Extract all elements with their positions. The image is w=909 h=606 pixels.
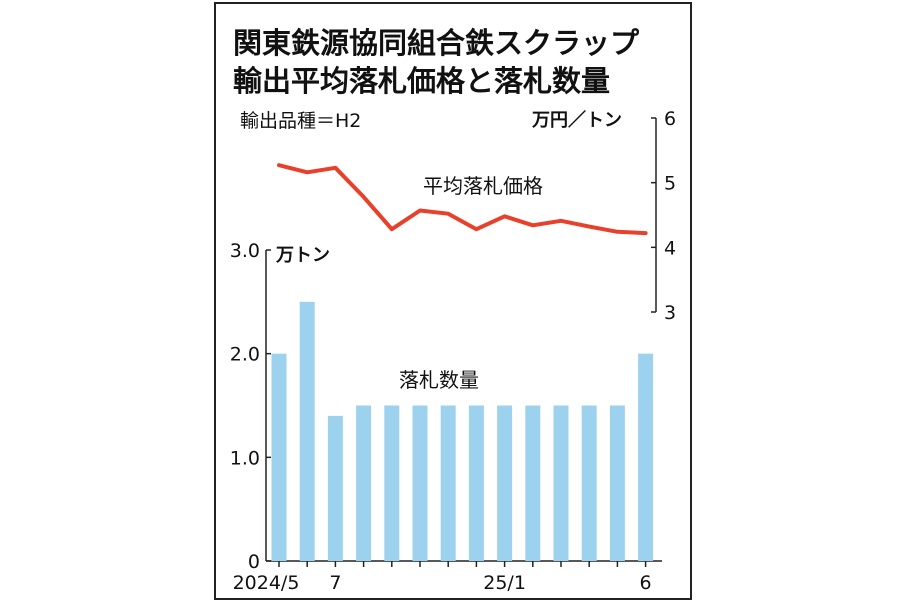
bar [299, 301, 315, 561]
bar [356, 405, 372, 561]
x-tick-label: 7 [329, 572, 341, 594]
bar [468, 405, 484, 561]
bar [497, 405, 513, 561]
bar [384, 405, 400, 561]
bar-y-tick-label: 2.0 [230, 344, 260, 366]
bar [553, 405, 569, 561]
bar-y-tick-label: 3.0 [230, 240, 260, 262]
x-tick-label: 2024/5 [233, 572, 300, 594]
bar [581, 405, 597, 561]
x-tick-label: 25/1 [483, 572, 526, 594]
line-y-tick-label: 5 [664, 173, 676, 195]
bar-axis-unit: 万トン [276, 245, 330, 266]
bar [440, 405, 456, 561]
price-line [277, 163, 648, 236]
line-y-tick-label: 6 [664, 108, 676, 130]
line-y-tick-label: 4 [664, 237, 676, 259]
bar [638, 353, 654, 561]
line-series-label: 平均落札価格 [423, 174, 543, 198]
bar-y-tick-label: 1.0 [230, 447, 260, 469]
chart-subtitle: 輸出品種＝H2 [240, 110, 362, 132]
bar [327, 415, 343, 561]
chart-title-line1: 関東鉄源協同組合鉄スクラップ [233, 26, 640, 60]
line-y-tick-label: 3 [664, 302, 676, 324]
bar [412, 405, 428, 561]
bar [609, 405, 625, 561]
chart-title-line2: 輸出平均落札価格と落札数量 [233, 64, 611, 98]
bar-y-tick-label: 0 [248, 551, 260, 573]
x-tick-label: 6 [640, 572, 652, 594]
bar [271, 353, 287, 561]
line-axis-unit: 万円／トン [532, 110, 622, 131]
bar [525, 405, 541, 561]
bar-series-label: 落札数量 [399, 368, 479, 392]
